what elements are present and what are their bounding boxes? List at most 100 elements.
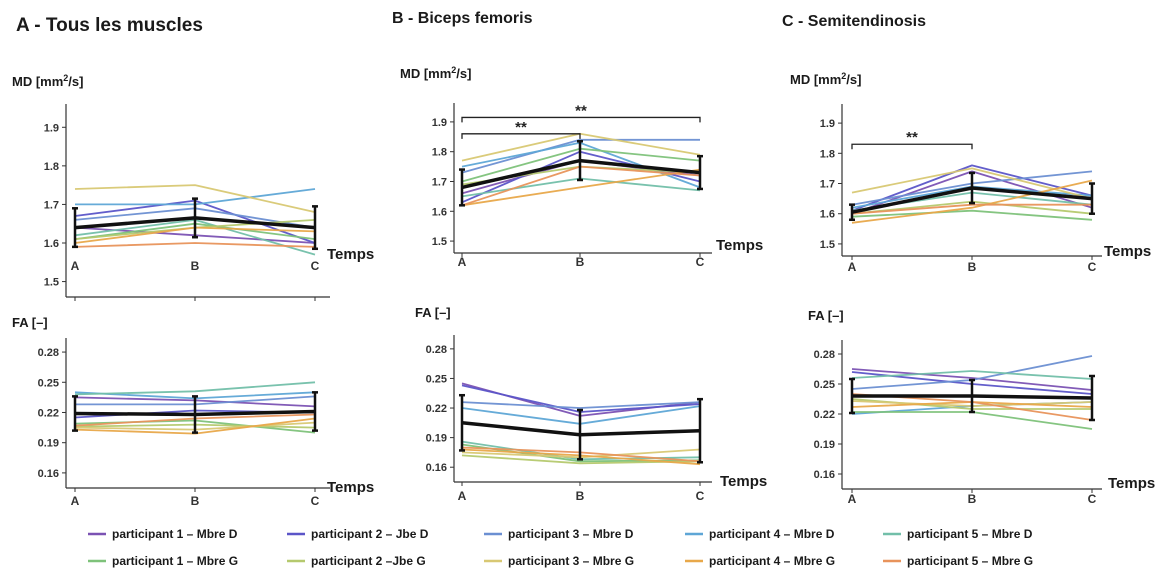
md-semi-y-tick-label: 1.7 [820, 179, 835, 191]
fa-biceps-y-tick-label: 0.16 [426, 462, 447, 474]
md-biceps-significance-label: ** [515, 119, 527, 136]
legend-label-8: participant 3 – Mbre G [508, 554, 634, 568]
md-semi-y-tick-label: 1.5 [820, 239, 835, 251]
chart-md-semitendinosis: MD [mm2/s] 1.5 1.6 1.7 1.8 1.9 A B C Temps ** [790, 71, 1151, 274]
fa-semi-x-tick-label: A [848, 492, 857, 506]
md-all-x-tick-label: C [311, 259, 320, 273]
legend-label-9: participant 4 – Mbre G [709, 554, 835, 568]
chart-md-all-muscles: MD [mm2/s] 1.5 1.6 1.7 1.8 1.9 A B C Temps [12, 73, 374, 301]
fa-semi-y-tick-label: 0.16 [814, 469, 835, 481]
fa-semi-x-axis-label: Temps [1108, 475, 1155, 492]
md-all-mean-line [74, 216, 316, 230]
md-biceps-y-axis-label: MD [mm2/s] [400, 65, 471, 81]
md-biceps-significance-label: ** [575, 102, 587, 119]
fa-biceps-x-axis-label: Temps [720, 473, 767, 490]
fa-semi-y-tick-label: 0.22 [814, 409, 835, 421]
md-semi-y-tick-label: 1.8 [820, 148, 835, 160]
chart-fa-semitendinosis: FA [–] 0.16 0.19 0.22 0.25 0.28 A B C Temps [808, 308, 1155, 506]
fa-all-y-tick-label: 0.28 [38, 347, 59, 359]
legend-label-1: participant 1 – Mbre D [112, 527, 238, 541]
md-all-y-tick-label: 1.5 [44, 277, 59, 289]
md-biceps-y-tick-label: 1.9 [432, 117, 447, 129]
md-semi-series-line-9 [851, 179, 1093, 224]
md-all-x-axis-label: Temps [327, 246, 374, 263]
fa-semi-y-tick-label: 0.28 [814, 349, 835, 361]
fa-all-y-axis-label: FA [–] [12, 315, 48, 330]
md-semi-x-tick-label: A [848, 260, 857, 274]
chart-fa-biceps-femoris: FA [–] 0.16 0.19 0.22 0.25 0.28 A B C Temps [415, 305, 767, 503]
fa-semi-series-line-5 [851, 370, 1093, 380]
legend: participant 1 – Mbre D participant 2 – Jb… [88, 527, 1033, 568]
fa-semi-x-tick-label: B [968, 492, 977, 506]
fa-all-x-tick-label: A [71, 494, 80, 508]
md-semi-series-line-8 [851, 167, 1093, 200]
fa-all-x-axis-label: Temps [327, 479, 374, 496]
md-all-y-axis-label: MD [mm2/s] [12, 73, 83, 89]
legend-label-6: participant 1 – Mbre G [112, 554, 238, 568]
fa-biceps-x-tick-label: C [696, 489, 705, 503]
fa-semi-y-tick-label: 0.25 [814, 379, 835, 391]
fa-biceps-mean-line [461, 421, 701, 437]
md-semi-y-tick-label: 1.9 [820, 118, 835, 130]
md-semi-y-axis-label: MD [mm2/s] [790, 71, 861, 87]
md-semi-series-line-2 [851, 164, 1093, 212]
md-all-y-tick-label: 1.8 [44, 161, 59, 173]
md-all-series-line-8 [74, 184, 316, 213]
md-all-y-tick-label: 1.7 [44, 199, 59, 211]
fa-biceps-series-line-3 [461, 401, 701, 409]
panel-title-c: C - Semitendinosis [782, 13, 926, 30]
fa-all-y-tick-label: 0.22 [38, 407, 59, 419]
md-biceps-x-tick-label: C [696, 255, 705, 269]
panel-title-a: A - Tous les muscles [16, 15, 203, 36]
md-semi-significance-bracket [851, 143, 973, 150]
legend-label-3: participant 3 – Mbre D [508, 527, 634, 541]
md-biceps-significance-bracket [461, 133, 581, 139]
fa-biceps-y-tick-label: 0.28 [426, 344, 447, 356]
md-semi-y-tick-label: 1.6 [820, 209, 835, 221]
md-biceps-series-line-3 [461, 138, 700, 174]
fa-all-y-tick-label: 0.19 [38, 438, 59, 450]
panel-title-b: B - Biceps femoris [392, 10, 533, 27]
fa-all-y-tick-label: 0.25 [38, 377, 59, 389]
fa-biceps-y-tick-label: 0.22 [426, 403, 447, 415]
chart-md-biceps-femoris: MD [mm2/s] 1.5 1.6 1.7 1.8 1.9 A B C Temps ** ** [400, 65, 763, 269]
md-biceps-significance-bracket [461, 116, 701, 123]
md-all-series-line-10 [74, 242, 316, 248]
fa-semi-mean-line [852, 394, 1093, 400]
fa-biceps-y-axis-label: FA [–] [415, 305, 451, 320]
fa-semi-y-axis-label: FA [–] [808, 308, 844, 323]
md-semi-mean-line [851, 186, 1093, 214]
md-all-y-tick-label: 1.9 [44, 122, 59, 134]
fa-all-x-tick-label: C [311, 494, 320, 508]
md-biceps-y-tick-label: 1.5 [432, 236, 447, 248]
fa-biceps-x-tick-label: A [458, 489, 467, 503]
fa-biceps-y-tick-label: 0.19 [426, 433, 447, 445]
md-biceps-y-tick-label: 1.6 [432, 206, 447, 218]
fa-biceps-y-tick-label: 0.25 [426, 373, 447, 385]
md-all-y-tick-label: 1.6 [44, 238, 59, 250]
md-biceps-y-tick-label: 1.7 [432, 176, 447, 188]
fa-all-mean-line [74, 409, 316, 417]
md-semi-x-tick-label: B [968, 260, 977, 274]
md-biceps-mean-line [461, 158, 701, 190]
fa-all-series-line-5 [74, 381, 316, 396]
md-semi-x-tick-label: C [1088, 260, 1097, 274]
fa-all-x-tick-label: B [191, 494, 200, 508]
md-semi-significance-label: ** [906, 129, 918, 146]
legend-label-5: participant 5 – Mbre D [907, 527, 1033, 541]
legend-label-10: participant 5 – Mbre G [907, 554, 1033, 568]
fa-biceps-x-tick-label: B [576, 489, 585, 503]
md-biceps-x-tick-label: B [576, 255, 585, 269]
fa-semi-y-tick-label: 0.19 [814, 439, 835, 451]
legend-label-7: participant 2 –Jbe G [311, 554, 426, 568]
fa-semi-x-tick-label: C [1088, 492, 1097, 506]
md-semi-series-line-6 [851, 209, 1093, 221]
legend-label-4: participant 4 – Mbre D [709, 527, 835, 541]
md-all-x-tick-label: B [191, 259, 200, 273]
md-all-x-tick-label: A [71, 259, 80, 273]
md-semi-series-line-10 [851, 203, 1092, 215]
md-biceps-x-axis-label: Temps [716, 237, 763, 254]
md-biceps-series-line-9 [461, 168, 701, 207]
